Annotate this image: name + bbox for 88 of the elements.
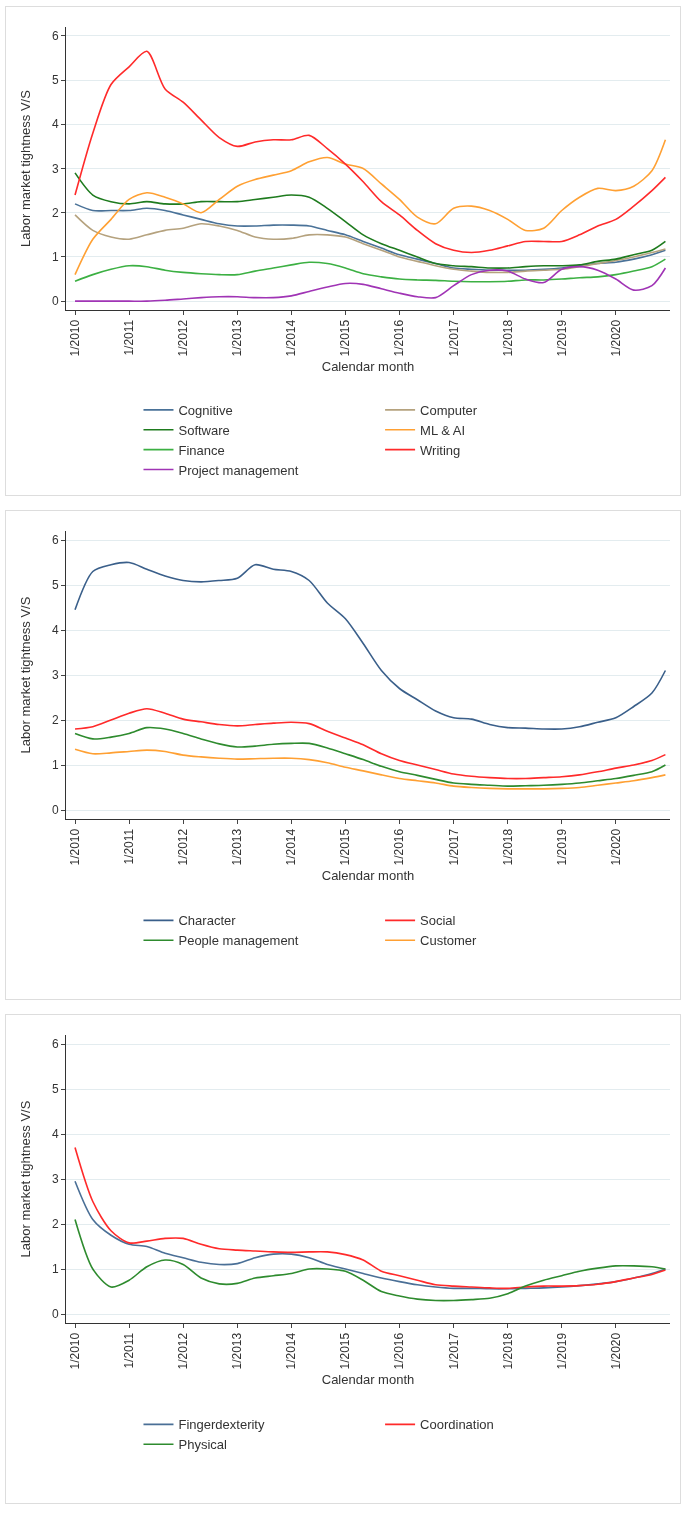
x-tick-label: 1/2020	[608, 828, 623, 866]
legend-label: People management	[178, 933, 299, 949]
line-series	[74, 1218, 667, 1302]
legend-label: Writing	[420, 442, 461, 458]
y-tick-label: 5	[51, 73, 59, 88]
legend-label: Software	[178, 422, 230, 438]
x-tick-label: 1/2010	[67, 828, 82, 866]
y-tick-label: 2	[51, 205, 59, 220]
x-tick-label: 1/2018	[500, 828, 515, 866]
x-tick-label: 1/2014	[284, 1332, 299, 1370]
legend-label: Social	[420, 913, 456, 929]
y-tick-label: 5	[51, 1082, 59, 1097]
x-tick-label: 1/2011	[121, 828, 136, 865]
y-tick-label: 0	[51, 803, 59, 818]
legend-label: Computer	[420, 402, 478, 418]
y-tick-label: 0	[51, 1307, 59, 1322]
x-axis-title: Calendar month	[321, 1371, 415, 1387]
y-tick-label: 0	[51, 294, 59, 309]
line-series	[74, 707, 667, 780]
line-series	[74, 726, 667, 787]
y-tick-label: 6	[51, 533, 59, 548]
y-tick-label: 6	[51, 1037, 59, 1052]
x-tick-label: 1/2016	[392, 319, 407, 357]
x-tick-label: 1/2010	[67, 319, 82, 357]
y-axis-title: Labor market tightness V/S	[18, 596, 33, 754]
x-tick-label: 1/2018	[500, 319, 515, 357]
y-tick-label: 4	[51, 117, 59, 132]
x-tick-label: 1/2019	[554, 828, 569, 866]
line-series	[74, 265, 667, 303]
line-series	[74, 561, 667, 730]
x-tick-label: 1/2016	[392, 1332, 407, 1370]
x-tick-label: 1/2015	[338, 319, 353, 357]
x-tick-label: 1/2016	[392, 828, 407, 866]
x-tick-label: 1/2013	[230, 828, 245, 866]
x-tick-label: 1/2019	[554, 1332, 569, 1370]
y-tick-label: 3	[51, 1172, 59, 1187]
legend-label: Finance	[178, 442, 225, 458]
y-tick-label: 5	[51, 578, 59, 593]
x-axis-title: Calendar month	[321, 358, 415, 374]
y-tick-label: 2	[51, 713, 59, 728]
y-tick-label: 1	[51, 250, 59, 265]
x-tick-label: 1/2017	[446, 1332, 461, 1370]
legend-label: Customer	[420, 933, 478, 949]
line-series	[74, 1146, 667, 1290]
x-tick-label: 1/2012	[176, 319, 191, 357]
legend-label: Physical	[178, 1437, 227, 1453]
x-tick-label: 1/2020	[608, 1332, 623, 1370]
x-tick-label: 1/2020	[608, 319, 623, 357]
x-tick-label: 1/2012	[176, 1332, 191, 1370]
y-tick-label: 3	[51, 668, 59, 683]
legend-label: Project management	[178, 462, 299, 478]
x-tick-label: 1/2011	[121, 1332, 136, 1369]
x-tick-label: 1/2015	[338, 828, 353, 866]
y-axis-title: Labor market tightness V/S	[18, 89, 33, 247]
y-tick-label: 4	[51, 623, 59, 638]
line-series	[74, 203, 667, 272]
y-tick-label: 2	[51, 1217, 59, 1232]
legend-label: Character	[178, 913, 237, 929]
x-tick-label: 1/2017	[446, 319, 461, 357]
y-axis-title: Labor market tightness V/S	[18, 1100, 33, 1258]
x-tick-label: 1/2015	[338, 1332, 353, 1370]
x-tick-label: 1/2014	[284, 319, 299, 357]
y-tick-label: 1	[51, 758, 59, 773]
legend-label: Coordination	[420, 1417, 494, 1433]
y-tick-label: 1	[51, 1262, 59, 1277]
x-tick-label: 1/2018	[500, 1332, 515, 1370]
line-series	[74, 214, 667, 274]
legend-label: Cognitive	[178, 402, 233, 418]
line-series	[74, 258, 667, 283]
x-tick-label: 1/2012	[176, 828, 191, 866]
line-series	[74, 50, 667, 254]
line-series	[74, 1180, 667, 1290]
line-series	[74, 748, 667, 790]
y-tick-label: 3	[51, 161, 59, 176]
x-tick-label: 1/2014	[284, 828, 299, 866]
x-tick-label: 1/2011	[121, 319, 136, 356]
x-tick-label: 1/2019	[554, 319, 569, 357]
line-series	[74, 172, 667, 269]
line-series	[74, 138, 667, 276]
x-tick-label: 1/2017	[446, 828, 461, 866]
x-tick-label: 1/2013	[230, 1332, 245, 1370]
y-tick-label: 4	[51, 1127, 59, 1142]
x-tick-label: 1/2010	[67, 1332, 82, 1370]
y-tick-label: 6	[51, 29, 59, 44]
legend-label: ML & AI	[420, 422, 466, 438]
legend-label: Fingerdexterity	[178, 1417, 265, 1433]
x-tick-label: 1/2013	[230, 319, 245, 357]
x-axis-title: Calendar month	[321, 867, 415, 883]
